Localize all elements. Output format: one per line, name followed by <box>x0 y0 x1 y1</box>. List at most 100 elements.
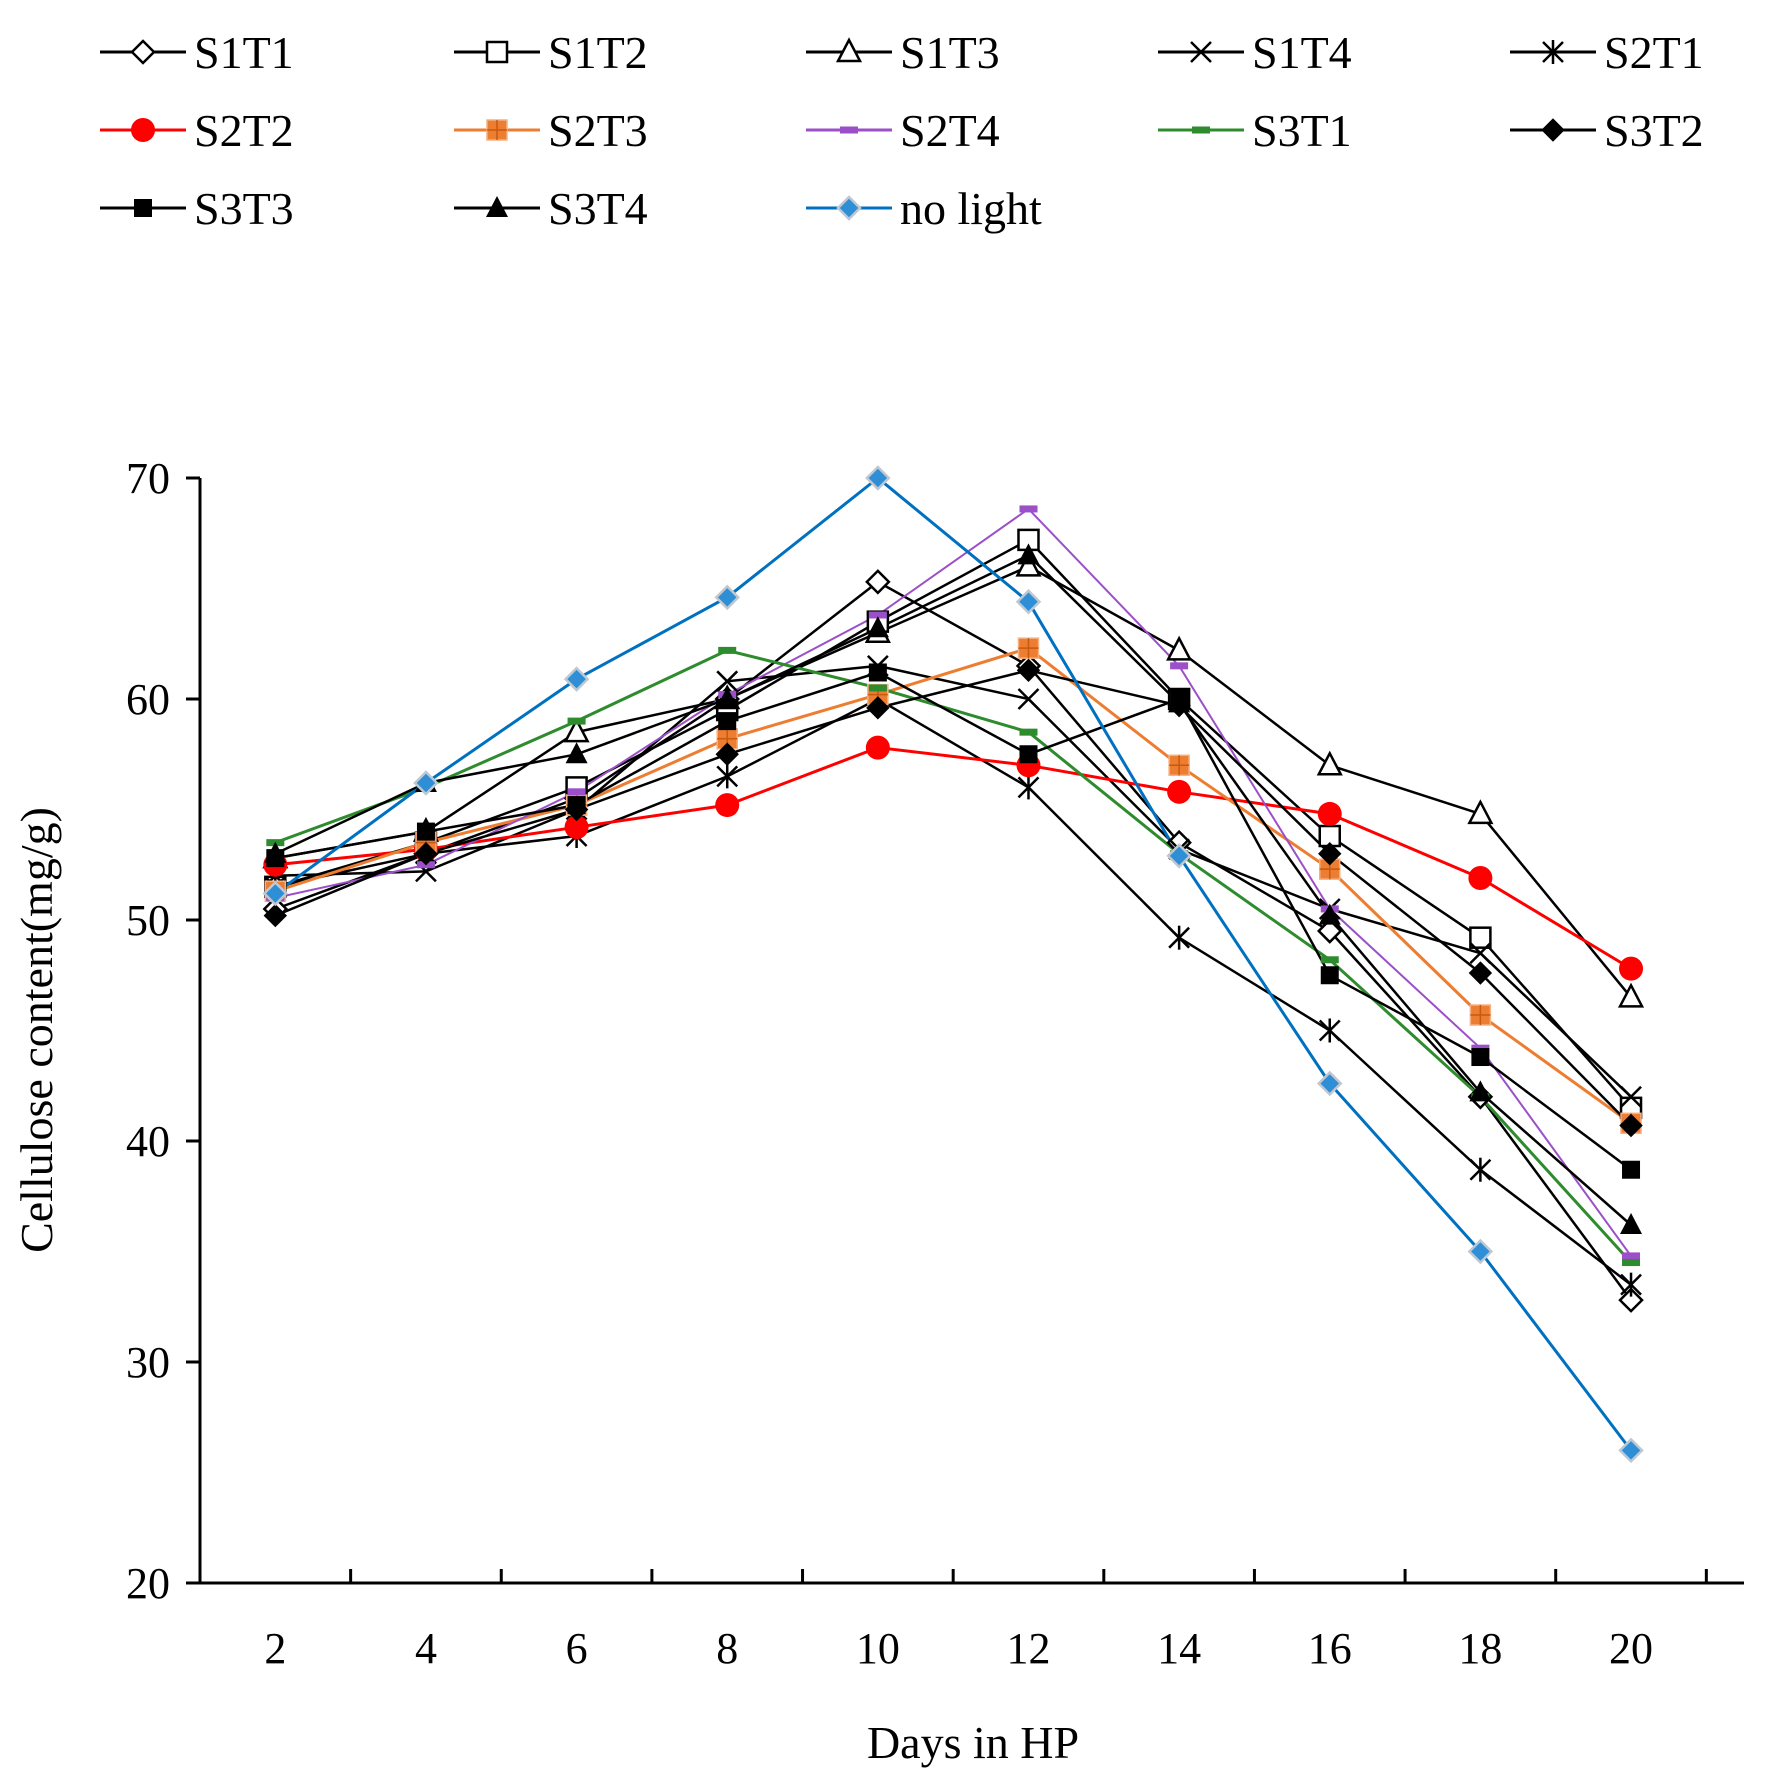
data-point-no-light <box>563 666 590 692</box>
data-point-s3t3 <box>416 822 435 841</box>
legend-item-s3t3: S3T3 <box>100 183 294 234</box>
series-line-s2t4 <box>275 507 1632 1257</box>
series-line-s1t1 <box>274 580 1633 1301</box>
legend-label: S1T4 <box>1252 27 1352 78</box>
x-tick-label: 20 <box>1609 1624 1653 1673</box>
data-point-no-light <box>1467 1238 1494 1265</box>
data-point-s1t4 <box>716 670 739 693</box>
legend-marker <box>486 119 508 141</box>
data-point-s1t3 <box>1617 982 1645 1008</box>
data-point-s3t3 <box>1320 966 1339 985</box>
data-point-s3t3 <box>1622 1160 1641 1179</box>
legend-item-s1t1: S1T1 <box>100 27 294 78</box>
legend-label: S2T1 <box>1604 27 1704 78</box>
data-point-s3t2 <box>414 841 438 866</box>
data-point-s1t2 <box>1469 926 1492 949</box>
data-point-no-light <box>1618 1437 1644 1464</box>
legend-item-s2t4: S2T4 <box>806 105 1000 156</box>
legend-marker <box>835 37 863 63</box>
data-point-s3t2 <box>1318 841 1342 866</box>
data-point-s2t4 <box>1170 662 1189 670</box>
data-point-s2t2 <box>1317 801 1342 826</box>
x-tick-label: 16 <box>1308 1624 1352 1673</box>
legend-label: S1T2 <box>548 27 648 78</box>
data-point-s3t2 <box>1016 658 1041 682</box>
legend-marker <box>1541 118 1565 142</box>
data-point-no-light <box>865 465 891 491</box>
data-point-s2t2 <box>1167 779 1192 804</box>
x-ticks: 2 4 6 8 10 12 14 16 18 20 <box>264 1569 1708 1673</box>
data-point-no-light <box>714 584 740 611</box>
legend-item-s2t2: S2T2 <box>100 105 294 156</box>
axes <box>198 478 1744 1585</box>
data-point-no-light <box>1166 843 1192 869</box>
legend-marker <box>1190 41 1212 63</box>
data-point-s2t2 <box>564 815 589 840</box>
data-point-s1t3 <box>563 717 590 743</box>
legend-label: S2T2 <box>194 105 294 156</box>
legend-item-s3t4: S3T4 <box>454 183 648 234</box>
data-point-s1t3 <box>1015 551 1042 577</box>
data-point-s3t1 <box>868 684 887 692</box>
data-point-s2t1 <box>1620 1272 1642 1297</box>
legend-label: S3T1 <box>1252 105 1352 156</box>
series-line-s2t2 <box>275 746 1632 970</box>
legend-label: S3T3 <box>194 183 294 234</box>
data-point-s2t2 <box>1619 956 1644 981</box>
legend-item-s2t1: S2T1 <box>1510 27 1704 78</box>
series-line-s3t4 <box>274 554 1632 1226</box>
data-point-s3t3 <box>718 712 737 731</box>
x-axis-title: Days in HP <box>867 1717 1079 1768</box>
legend: S1T1 S1T2 S1T3 S1T4 S2T1 S2T2 S2T3 S2T4 S3T1 S3T2… <box>100 27 1704 234</box>
y-tick-label: 70 <box>126 454 170 503</box>
data-point-s1t3 <box>1467 799 1494 825</box>
data-point-s3t4 <box>1318 903 1341 925</box>
series-line-s2t3 <box>274 646 1632 1125</box>
data-point-s3t1 <box>718 646 737 654</box>
y-tick-label: 60 <box>126 675 170 724</box>
data-point-s2t4 <box>1019 505 1038 513</box>
y-tick-label: 40 <box>126 1117 170 1166</box>
y-axis-title: Cellulose content(mg/g) <box>11 807 62 1253</box>
x-tick-label: 8 <box>716 1624 738 1673</box>
legend-label: S2T4 <box>900 105 1000 156</box>
legend-item-s1t4: S1T4 <box>1158 27 1352 78</box>
y-tick-label: 50 <box>126 896 170 945</box>
series-markers <box>262 465 1645 1464</box>
legend-label: S2T3 <box>548 105 648 156</box>
data-point-s3t2 <box>1619 1113 1643 1138</box>
data-point-no-light <box>413 770 439 796</box>
legend-label: no light <box>900 183 1042 234</box>
legend-marker <box>836 195 862 221</box>
x-tick-label: 10 <box>856 1624 900 1673</box>
legend-marker <box>840 126 858 134</box>
data-point-s2t1 <box>716 764 739 789</box>
series-line-s1t4 <box>275 664 1632 1098</box>
data-point-s3t3 <box>868 663 887 682</box>
data-point-s2t4 <box>567 788 586 796</box>
data-point-s1t1 <box>865 569 891 595</box>
series-line-s3t3 <box>275 671 1632 1171</box>
data-point-s2t1 <box>1168 925 1191 950</box>
data-point-s3t4 <box>866 616 889 638</box>
legend-marker <box>485 40 509 64</box>
legend-item-s1t2: S1T2 <box>454 27 648 78</box>
y-ticks: 20 30 40 50 60 70 <box>126 454 200 1608</box>
data-point-s3t4 <box>264 841 287 863</box>
data-point-s3t1 <box>1019 728 1038 736</box>
data-point-s3t1 <box>567 717 586 725</box>
data-point-s1t4 <box>1017 688 1040 710</box>
legend-marker <box>134 199 152 217</box>
data-point-s3t3 <box>567 796 586 815</box>
legend-label: S3T4 <box>548 183 648 234</box>
legend-marker <box>486 196 508 217</box>
data-point-s2t1 <box>1469 1157 1492 1182</box>
data-point-s1t1 <box>1316 918 1343 944</box>
data-point-s3t4 <box>565 742 588 764</box>
data-point-s3t4 <box>1168 691 1191 713</box>
data-point-s2t4 <box>868 611 887 619</box>
legend-marker <box>1192 126 1210 134</box>
data-point-s1t3 <box>1166 635 1193 661</box>
data-point-no-light <box>1316 1070 1343 1097</box>
